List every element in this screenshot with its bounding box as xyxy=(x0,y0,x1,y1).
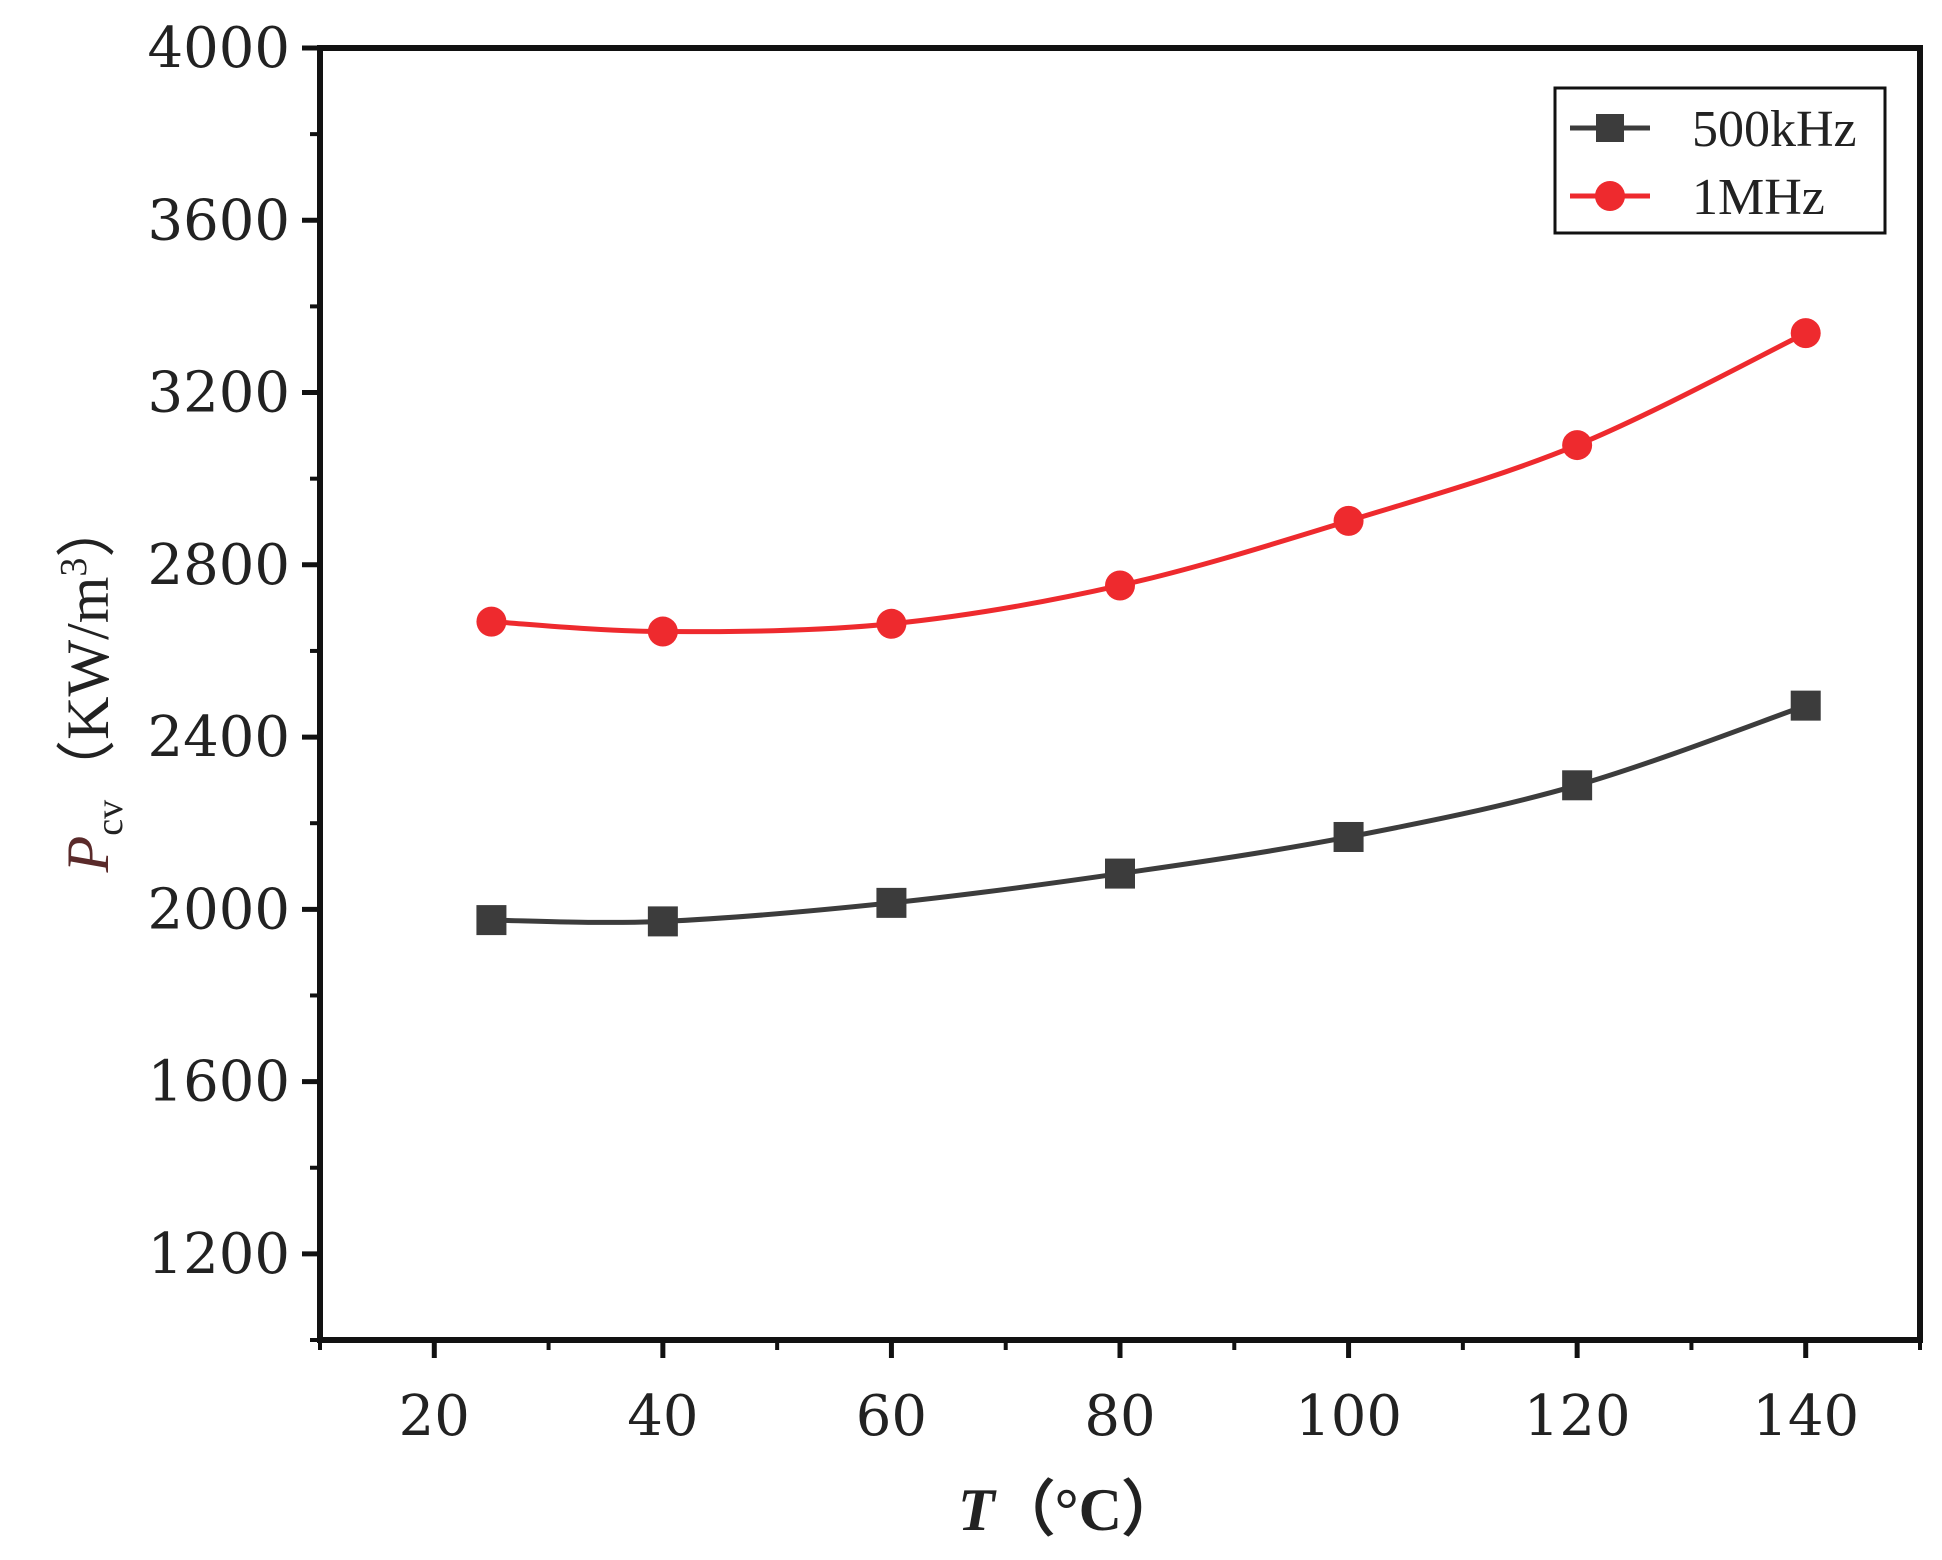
series-line-1mhz xyxy=(491,330,1807,635)
x-tick-label: 140 xyxy=(1752,1384,1859,1449)
legend-marker-square xyxy=(1596,114,1624,142)
y-tick-label: 3600 xyxy=(147,188,290,253)
data-point-500khz xyxy=(1333,821,1364,852)
x-axis-symbol: T xyxy=(958,1477,997,1543)
y-axis-unit: （KW/m xyxy=(55,577,121,800)
y-axis-subscript: cv xyxy=(89,800,131,836)
series-line-500khz xyxy=(491,703,1807,925)
y-tick-label: 2800 xyxy=(147,533,290,598)
data-point-1mhz xyxy=(1562,430,1593,461)
y-axis-symbol: P xyxy=(55,836,121,874)
data-point-500khz xyxy=(1790,690,1821,721)
x-axis-unit: （°C） xyxy=(995,1476,1182,1543)
data-point-500khz xyxy=(647,906,678,937)
y-tick-label: 4000 xyxy=(147,16,290,81)
data-point-1mhz xyxy=(1105,570,1135,601)
y-axis-title: Pcv（KW/m3） xyxy=(53,498,131,874)
x-tick-label: 60 xyxy=(856,1384,927,1449)
x-tick-label: 20 xyxy=(399,1384,470,1449)
x-tick-label: 40 xyxy=(627,1384,698,1449)
data-point-1mhz xyxy=(876,608,907,639)
data-point-1mhz xyxy=(1790,318,1821,349)
y-axis-close: ） xyxy=(55,498,121,558)
x-tick-label: 100 xyxy=(1295,1384,1402,1449)
data-point-500khz xyxy=(476,905,507,936)
y-axis-superscript: 3 xyxy=(53,558,95,577)
data-point-500khz xyxy=(1562,770,1593,801)
series-layer xyxy=(476,318,1821,937)
plot-frame xyxy=(317,45,1923,1343)
data-point-1mhz xyxy=(476,606,507,637)
x-tick-label: 80 xyxy=(1084,1384,1155,1449)
y-tick-label: 2000 xyxy=(147,877,290,942)
data-point-500khz xyxy=(876,887,907,918)
y-tick-label: 2400 xyxy=(147,705,290,770)
legend-label-1mhz: 1MHz xyxy=(1692,169,1825,226)
y-tick-label: 1200 xyxy=(147,1222,290,1287)
x-tick-label: 120 xyxy=(1524,1384,1631,1449)
y-tick-label: 1600 xyxy=(147,1050,290,1115)
data-point-1mhz xyxy=(647,616,678,647)
y-tick-label: 3200 xyxy=(147,361,290,426)
x-axis-title: T（°C） xyxy=(958,1476,1182,1543)
data-point-500khz xyxy=(1105,858,1135,889)
legend-marker-circle xyxy=(1595,181,1625,211)
data-point-1mhz xyxy=(1333,505,1364,536)
legend: 500kHz 1MHz xyxy=(1553,86,1887,235)
axis-layer: 1200 1600 2000 2400 2800 3200 3600 4000 20 40 60 80… xyxy=(147,16,1922,1449)
legend-label-500khz: 500kHz xyxy=(1692,101,1857,158)
